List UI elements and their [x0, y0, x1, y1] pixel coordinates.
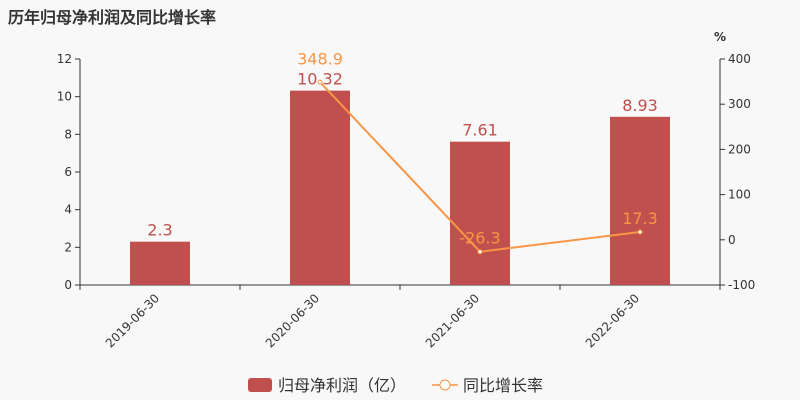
left-tick-label: 12 — [57, 52, 72, 66]
bar — [450, 141, 510, 285]
bar-label: 2.3 — [147, 221, 172, 240]
left-tick-label: 2 — [64, 240, 72, 254]
line-label: -26.3 — [459, 229, 500, 248]
bar-label: 10.32 — [297, 70, 343, 89]
x-tick-label: 2020-06-30 — [263, 291, 322, 350]
right-tick-label: 200 — [728, 142, 751, 156]
right-tick-label: 400 — [728, 52, 751, 66]
legend-bar-label: 归母净利润（亿） — [278, 376, 406, 395]
line-point — [477, 249, 483, 255]
right-tick-label: 0 — [728, 233, 736, 247]
bar — [290, 90, 350, 285]
left-tick-label: 0 — [64, 278, 72, 292]
line-point — [317, 79, 323, 85]
x-tick-label: 2022-06-30 — [583, 291, 642, 350]
legend-line-marker — [439, 379, 451, 391]
line-label: 17.3 — [622, 209, 658, 228]
right-axis-unit: % — [714, 30, 726, 44]
x-tick-label: 2021-06-30 — [423, 291, 482, 350]
bar — [610, 116, 670, 286]
left-tick-label: 8 — [64, 127, 72, 141]
bar — [130, 241, 190, 285]
line-label: 348.9 — [297, 50, 343, 69]
bar-label: 8.93 — [622, 96, 658, 115]
legend-line-label: 同比增长率 — [463, 376, 543, 395]
left-tick-label: 10 — [57, 90, 72, 104]
legend-bar-swatch — [248, 378, 272, 392]
left-tick-label: 6 — [64, 165, 72, 179]
chart-title: 历年归母净利润及同比增长率 — [8, 8, 217, 27]
right-tick-label: 300 — [728, 97, 751, 111]
x-tick-label: 2019-06-30 — [103, 291, 162, 350]
line-point — [637, 229, 643, 235]
bar-label: 7.61 — [462, 121, 498, 140]
left-tick-label: 4 — [64, 203, 72, 217]
right-tick-label: -100 — [728, 278, 755, 292]
right-tick-label: 100 — [728, 188, 751, 202]
